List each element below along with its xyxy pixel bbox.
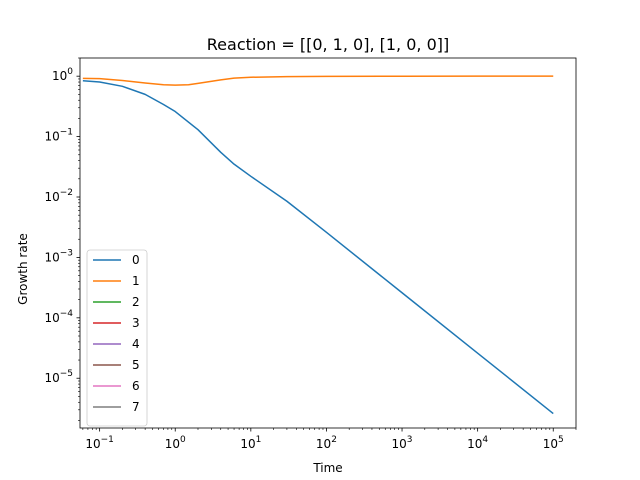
y-axis-label: Growth rate <box>16 233 30 305</box>
legend-label-6: 6 <box>132 379 140 393</box>
legend-label-3: 3 <box>132 316 140 330</box>
x-axis-label: Time <box>312 461 342 475</box>
y-tick-label: 10−2 <box>44 188 73 204</box>
x-tick-label: 100 <box>165 435 186 451</box>
plot-area <box>82 75 554 415</box>
y-tick-label: 10−5 <box>44 369 73 385</box>
legend-label-7: 7 <box>132 400 140 414</box>
x-tick-label: 101 <box>240 435 261 451</box>
plot-frame <box>79 57 577 429</box>
x-tick-label: 104 <box>467 435 488 451</box>
x-tick-label: 103 <box>392 435 413 451</box>
x-tick-label: 105 <box>543 435 564 451</box>
y-tick-label: 10−1 <box>44 128 73 144</box>
legend-label-0: 0 <box>132 253 140 267</box>
legend-label-4: 4 <box>132 337 140 351</box>
x-axis: 10−1 100 101 102 103 104 105 <box>82 428 577 451</box>
legend-label-5: 5 <box>132 358 140 372</box>
chart-title: Reaction = [[0, 1, 0], [1, 0, 0]] <box>207 35 449 54</box>
legend-label-1: 1 <box>132 274 140 288</box>
legend: 0 1 2 3 4 5 6 7 <box>86 249 148 427</box>
x-tick-label: 102 <box>316 435 337 451</box>
legend-box <box>86 249 148 427</box>
y-tick-label: 10−3 <box>44 248 73 264</box>
legend-label-2: 2 <box>132 295 140 309</box>
series-line-0 <box>82 80 554 415</box>
x-tick-label: 10−1 <box>85 435 114 451</box>
y-tick-label: 100 <box>52 67 73 83</box>
y-tick-label: 10−4 <box>44 309 73 325</box>
series-line-1 <box>82 75 554 86</box>
y-axis: 10−5 10−4 10−3 10−2 10−1 100 <box>44 57 80 421</box>
